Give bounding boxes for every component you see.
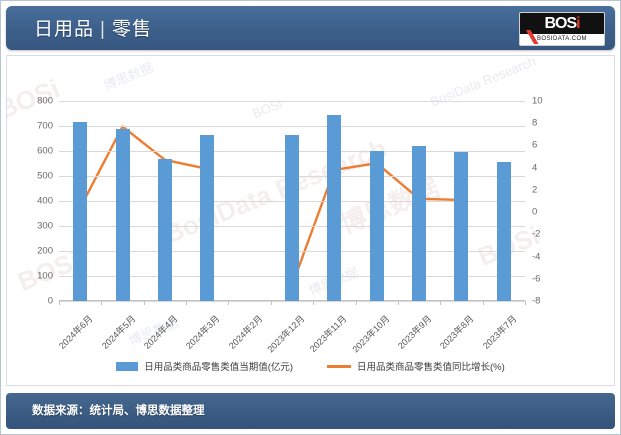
bar-2023年9月[interactable] xyxy=(412,146,427,301)
y-axis-left-tick-label: 500 xyxy=(37,170,53,182)
x-axis-label-2024年5月: 2024年5月 xyxy=(99,313,138,351)
x-axis-tick xyxy=(355,301,357,305)
y-axis-left-tick-label: 600 xyxy=(37,145,53,157)
legend-item-bar[interactable]: 日用品类商品零售类值当期值(亿元) xyxy=(116,359,293,373)
y-axis-left-tick-label: 800 xyxy=(37,95,53,107)
x-axis-tick xyxy=(101,301,103,305)
plot-area: 800 700 600 500 400 300 200 100 0 10 8 6 4 2 0 -2 -4 -6 -8 xyxy=(37,96,542,307)
gridline xyxy=(59,126,525,127)
x-axis-tick xyxy=(525,301,526,305)
y-axis-right-tick-label: -2 xyxy=(532,228,541,240)
x-axis-label-2024年6月: 2024年6月 xyxy=(57,313,95,351)
header-bar: 日用品 | 零售 BOSi BOSIDATA.COM xyxy=(6,6,615,50)
x-axis-tick xyxy=(59,301,60,305)
y-axis-right-tick-label: 0 xyxy=(532,206,538,218)
legend-swatch-bar-icon xyxy=(116,361,139,371)
bar-2024年5月[interactable] xyxy=(115,129,130,301)
y-axis-right-tick-label: 4 xyxy=(532,162,538,174)
y-axis-right-tick-label: 2 xyxy=(532,184,538,196)
bar-2024年4月[interactable] xyxy=(157,159,172,301)
x-axis-label-2023年12月: 2023年12月 xyxy=(265,313,307,355)
x-axis-tick xyxy=(397,301,399,305)
y-axis-right-tick-label: -6 xyxy=(532,273,541,285)
y-axis-right-tick-label: -4 xyxy=(532,251,541,263)
x-axis-label-2023年8月: 2023年8月 xyxy=(438,313,476,351)
x-axis-tick xyxy=(143,301,145,305)
y-axis-left-tick-label: 400 xyxy=(37,195,53,207)
x-axis-tick xyxy=(186,301,188,305)
bosi-logo-slash-icon xyxy=(522,30,544,44)
x-axis-label-2023年7月: 2023年7月 xyxy=(480,313,519,351)
y-axis-right-tick-label: 10 xyxy=(532,95,543,107)
bosi-logo-wordmark: BOSi xyxy=(520,13,604,34)
bosi-logo-text: BOS xyxy=(544,15,577,32)
x-axis-tick xyxy=(313,301,315,305)
y-axis-right-tick-label: 8 xyxy=(532,117,538,129)
page-title-main: 日用品 xyxy=(34,19,95,40)
bar-2024年6月[interactable] xyxy=(73,122,88,301)
y-axis-right-tick-label: -8 xyxy=(532,295,541,307)
x-axis-label-2023年10月: 2023年10月 xyxy=(350,313,392,355)
x-axis-label-2024年2月: 2024年2月 xyxy=(226,313,265,351)
bar-2023年11月[interactable] xyxy=(327,114,342,301)
y-axis-left-tick-label: 0 xyxy=(47,295,53,307)
y-axis-left-tick-label: 200 xyxy=(37,245,53,257)
chart-panel: BOSi 博思数据 BosiData Research BOSi 博思数据 BosiDat… xyxy=(6,55,615,386)
bar-2024年3月[interactable] xyxy=(200,135,215,301)
data-source-text: 数据来源：统计局、博思数据整理 xyxy=(32,405,205,417)
x-axis-tick xyxy=(440,301,442,305)
watermark-text: 博思数据 xyxy=(101,59,156,94)
bar-2023年12月[interactable] xyxy=(285,134,299,301)
page-title-sub: 零售 xyxy=(111,19,152,40)
gridline xyxy=(59,301,525,302)
bar-2023年7月[interactable] xyxy=(496,162,511,301)
y-axis-left-tick-label: 300 xyxy=(37,220,53,232)
page-title: 日用品 | 零售 xyxy=(34,14,152,41)
x-axis-label-2024年4月: 2024年4月 xyxy=(141,313,180,351)
bosi-logo-domain: BOSIDATA.COM xyxy=(537,36,587,42)
x-axis-label-2024年3月: 2024年3月 xyxy=(184,313,222,351)
y-axis-left-tick-label: 100 xyxy=(37,270,53,282)
footer-bar: 数据来源：统计局、博思数据整理 xyxy=(6,393,615,429)
x-axis-tick xyxy=(228,301,230,305)
gridline xyxy=(59,101,525,102)
x-axis-label-2023年9月: 2023年9月 xyxy=(396,313,434,351)
page-title-separator: | xyxy=(100,19,106,40)
x-axis-tick xyxy=(482,301,484,305)
watermark-text: BOSi xyxy=(7,73,64,125)
legend-item-line[interactable]: 日用品类商品零售类值同比增长(%) xyxy=(327,359,505,373)
y-axis-left-tick-label: 700 xyxy=(37,120,53,132)
x-axis-labels: 2024年6月 2024年5月 2024年4月 2024年3月 2024年2月 2023年… xyxy=(57,306,525,364)
chart-legend: 日用品类商品零售类值当期值(亿元) 日用品类商品零售类值同比增长(%) xyxy=(7,359,614,373)
legend-label-line: 日用品类商品零售类值同比增长(%) xyxy=(357,362,505,373)
bosi-logo-accent: i xyxy=(576,15,581,32)
x-axis-label-2023年11月: 2023年11月 xyxy=(308,313,349,354)
bar-2023年10月[interactable] xyxy=(369,150,384,301)
bar-2023年8月[interactable] xyxy=(454,151,469,301)
x-axis-tick xyxy=(270,301,272,305)
legend-label-bar: 日用品类商品零售类值当期值(亿元) xyxy=(144,362,294,373)
line-segment xyxy=(78,125,209,209)
legend-swatch-line-icon xyxy=(327,364,352,368)
y-axis-right-tick-label: 6 xyxy=(532,139,538,151)
bosi-logo: BOSi BOSIDATA.COM xyxy=(519,12,605,46)
